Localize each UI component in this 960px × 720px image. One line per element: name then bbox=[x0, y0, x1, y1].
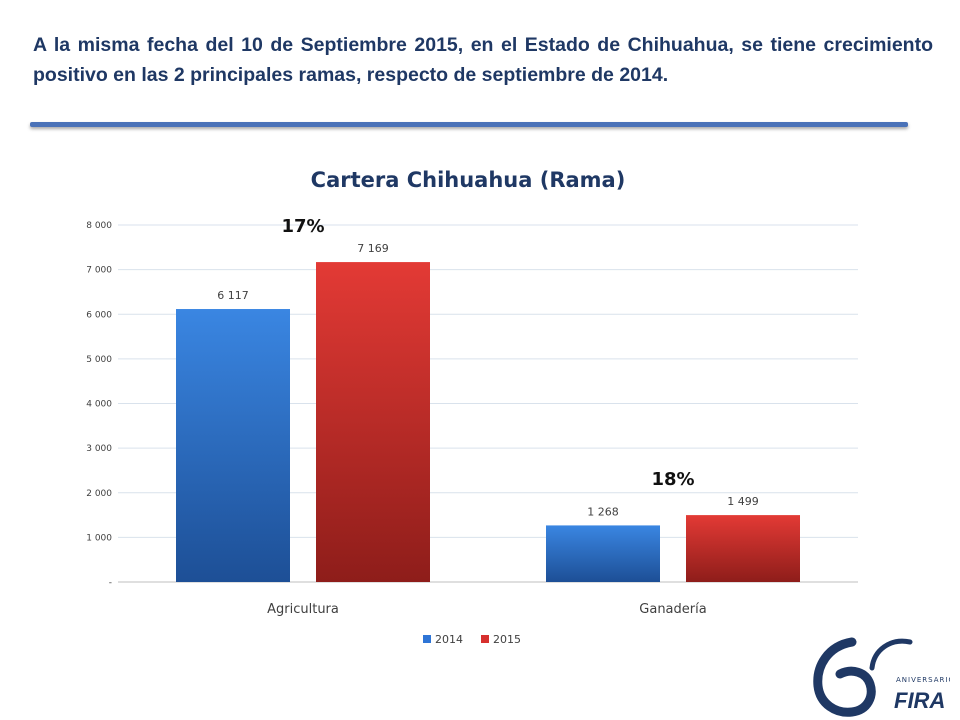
y-tick-label: 5 000 bbox=[86, 355, 112, 365]
data-label: 1 499 bbox=[727, 495, 759, 508]
x-category-label: Ganadería bbox=[639, 602, 706, 617]
y-tick-label: 4 000 bbox=[86, 400, 112, 410]
y-axis-ticks: - 1 000 2 000 3 000 4 000 5 000 6 000 7 000 8 00… bbox=[86, 221, 112, 588]
headline-text: A la misma fecha del 10 de Septiembre 20… bbox=[33, 34, 933, 86]
y-tick-label: 3 000 bbox=[86, 444, 112, 454]
x-axis-categories: Agricultura Ganadería bbox=[267, 602, 707, 617]
growth-percentage-label: 18% bbox=[651, 469, 694, 490]
y-tick-label: 6 000 bbox=[86, 310, 112, 320]
data-label: 7 169 bbox=[357, 242, 389, 255]
data-label: 1 268 bbox=[587, 505, 619, 518]
legend-swatch bbox=[481, 635, 489, 643]
bar-2015-ganaderia bbox=[686, 515, 800, 582]
x-category-label: Agricultura bbox=[267, 602, 339, 617]
legend-label: 2014 bbox=[435, 633, 463, 646]
y-tick-label: 7 000 bbox=[86, 266, 112, 276]
legend-swatch bbox=[423, 635, 431, 643]
bar-2015-agricultura bbox=[316, 262, 430, 582]
bar-2014-agricultura bbox=[176, 309, 290, 582]
legend: 2014 2015 bbox=[423, 633, 521, 646]
y-tick-label: - bbox=[109, 578, 112, 588]
growth-percentage-label: 17% bbox=[281, 216, 324, 237]
legend-label: 2015 bbox=[493, 633, 521, 646]
bar-2014-ganaderia bbox=[546, 525, 660, 582]
title-divider bbox=[30, 122, 908, 127]
chart-title: Cartera Chihuahua (Rama) bbox=[310, 168, 626, 192]
y-tick-label: 8 000 bbox=[86, 221, 112, 231]
logo-subtitle: ANIVERSARIO bbox=[896, 676, 950, 684]
bars bbox=[176, 262, 800, 582]
y-tick-label: 1 000 bbox=[86, 533, 112, 543]
data-labels: 6 117 7 169 17% 1 268 1 499 18% bbox=[217, 216, 759, 518]
fira-60-logo: ANIVERSARIO FIRA bbox=[813, 637, 950, 717]
data-label: 6 117 bbox=[217, 289, 249, 302]
y-tick-label: 2 000 bbox=[86, 489, 112, 499]
logo-brand: FIRA bbox=[894, 688, 945, 713]
